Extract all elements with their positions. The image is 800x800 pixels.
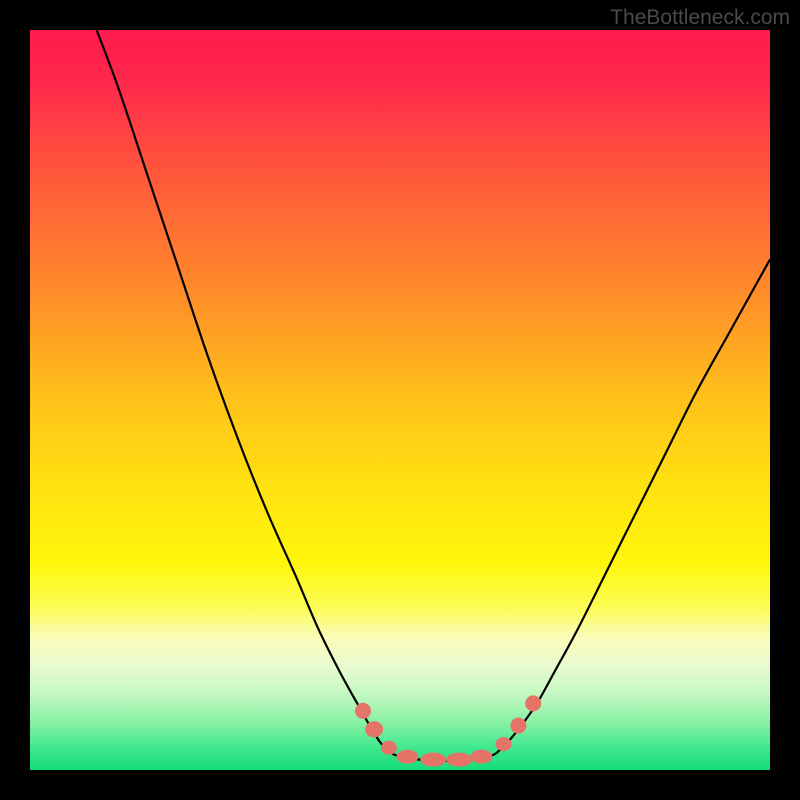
chart-container: TheBottleneck.com [0,0,800,800]
data-marker [525,695,541,711]
data-marker [446,753,472,767]
data-marker [381,741,397,755]
data-marker [496,737,512,751]
data-marker [510,718,526,734]
data-marker [355,703,371,719]
data-marker [365,721,383,737]
bottleneck-curve-chart [0,0,800,800]
data-marker [420,753,446,767]
data-marker [396,750,418,764]
gradient-background [30,30,770,770]
data-marker [470,750,492,764]
watermark-text: TheBottleneck.com [610,6,790,30]
